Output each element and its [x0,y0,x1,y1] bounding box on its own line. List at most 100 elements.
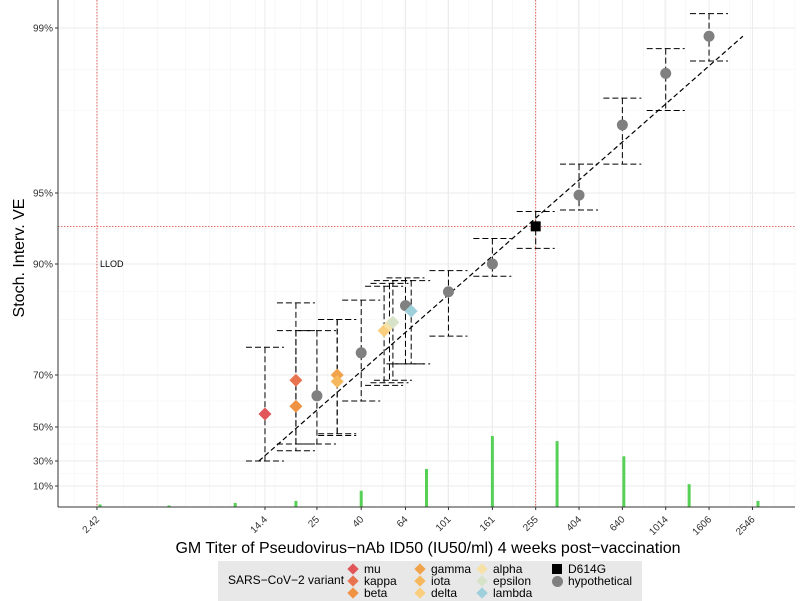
reference-lines [58,0,795,507]
y-tick-label: 90% [33,260,53,271]
diamond-icon [413,563,427,575]
x-tick-label: 101 [434,514,454,534]
grid-lines [58,0,796,507]
diamond-icon [475,575,489,587]
histogram-bar [490,436,494,507]
y-tick-label: 30% [33,457,53,468]
legend-title: SARS−CoV−2 variant [228,573,345,587]
x-tick-label: 1606 [691,514,715,538]
data-points [258,30,715,421]
histogram-bar [555,441,559,507]
annotations: LLOD [100,259,124,269]
point-hypothetical [616,119,628,131]
point-epsilon [386,315,400,329]
histogram-bar [756,500,760,507]
x-tick-label: 404 [565,514,585,534]
x-tick-label: 64 [395,514,411,530]
legend-label: mu [364,562,381,576]
y-tick-label: 10% [33,482,53,493]
y-tick-label: 95% [33,189,53,200]
legend-item-gamma: gamma [413,563,471,575]
x-tick-label: 2546 [734,514,758,538]
y-tick-label: 50% [33,423,53,434]
diamond-icon [413,587,427,599]
diamond-icon [346,575,360,587]
legend-label: iota [431,574,451,588]
histogram-bar [98,504,102,507]
histogram-bar [167,505,171,507]
titer-histogram [98,436,760,507]
legend-label: gamma [431,562,472,576]
legend-column: D614G hypothetical [550,563,632,587]
legend-label: beta [364,586,388,600]
legend-item-beta: beta [346,587,397,599]
diamond-icon [346,563,360,575]
legend-label: epsilon [493,574,532,588]
point-hypothetical [703,30,715,42]
x-tick-label: 40 [351,514,367,530]
histogram-bar [425,468,428,507]
error-bars [245,13,729,462]
fit-line [258,35,744,462]
square-icon [550,563,564,575]
circle-icon [550,575,564,587]
axes [57,0,795,508]
x-axis-title: GM Titer of Pseudovirus−nAb ID50 (IU50/m… [175,540,680,557]
histogram-bar [687,484,691,507]
point-lambda [404,304,418,318]
point-mu [258,407,272,421]
y-tick-label: 70% [33,371,53,382]
fit-trend-line [258,35,744,462]
y-tick-label: 99% [33,24,53,35]
annotation-llod: LLOD [100,259,124,269]
x-tick-labels: 2.42 14.4 25 40 64 101 161 255 404 640 1014 1606 254… [81,507,758,538]
legend-item-alpha: alpha [475,563,532,575]
diamond-icon [413,575,427,587]
point-hypothetical [442,286,454,298]
legend-label: lambda [493,586,533,600]
legend: SARS−CoV−2 variant mu kappa beta gamma iota d… [218,561,642,601]
x-tick-label: 14.4 [249,514,271,536]
x-tick-label: 2.42 [81,514,103,536]
point-hypothetical [355,347,367,359]
legend-item-epsilon: epsilon [475,575,532,587]
x-tick-label: 1014 [647,514,671,538]
point-hypothetical [660,67,672,79]
legend-column: alpha epsilon lambda [475,563,532,599]
diamond-icon [346,587,360,599]
legend-item-lambda: lambda [475,587,532,599]
point-hypothetical [486,258,498,270]
histogram-bar [294,500,298,507]
legend-label: hypothetical [568,574,633,588]
legend-column: mu kappa beta [346,563,397,599]
legend-item-mu: mu [346,563,397,575]
point-hypothetical [311,390,323,402]
histogram-bar [359,490,363,507]
histogram-bar [622,456,626,507]
legend-item-hypothetical: hypothetical [550,575,632,587]
x-tick-label: 640 [608,514,628,534]
legend-item-delta: delta [413,587,471,599]
legend-label: delta [431,586,458,600]
point-beta [289,399,303,413]
point-hypothetical [573,189,585,201]
point-iota [330,375,344,388]
histogram-bar [233,502,237,507]
point-D614G [530,221,541,232]
x-tick-label: 25 [306,514,322,530]
diamond-icon [475,587,489,599]
diamond-icon [475,563,489,575]
y-axis-title: Stoch. Interv. VE [11,199,28,318]
x-tick-label: 161 [478,514,498,534]
legend-label: D614G [568,562,607,576]
point-kappa [289,373,303,387]
legend-item-iota: iota [413,575,471,587]
y-tick-labels: 10% 30% 50% 70% 90% 95% 99% [33,24,58,493]
legend-item-d614g: D614G [550,563,632,575]
legend-label: kappa [364,574,397,588]
legend-label: alpha [493,562,523,576]
x-tick-label: 255 [521,514,541,534]
legend-item-kappa: kappa [346,575,397,587]
legend-column: gamma iota delta [413,563,471,599]
